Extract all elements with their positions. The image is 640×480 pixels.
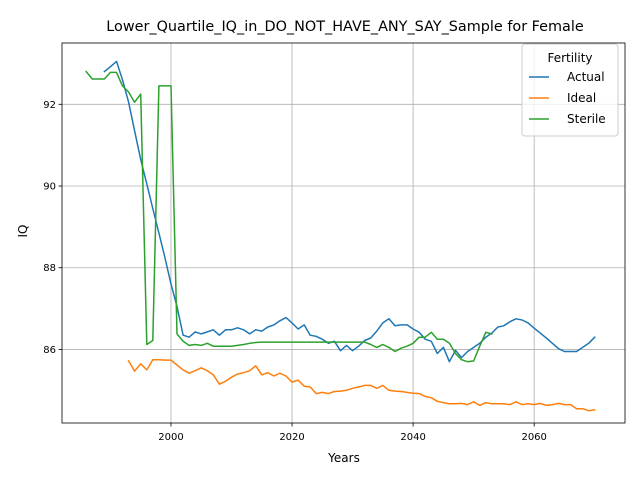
y-axis-label: IQ	[16, 225, 30, 238]
legend-box	[521, 43, 619, 137]
x-axis-label: Years	[327, 451, 360, 465]
legend-label-sterile: Sterile	[567, 112, 606, 126]
chart-title: Lower_Quartile_IQ_in_DO_NOT_HAVE_ANY_SAY…	[106, 19, 584, 35]
y-tick-label: 88	[43, 263, 56, 274]
series-line-actual	[103, 60, 596, 363]
legend-label-ideal: Ideal	[567, 91, 596, 105]
x-tick-label: 2000	[158, 432, 183, 443]
series-line-sterile	[85, 70, 493, 363]
x-tick-label: 2020	[279, 432, 304, 443]
legend-entries: Actual Ideal Sterile	[529, 70, 606, 126]
y-tick-label: 86	[43, 345, 56, 356]
legend-label-actual: Actual	[567, 70, 605, 84]
y-tick-label: 90	[43, 182, 56, 193]
series-layer	[85, 60, 596, 412]
legend-title: Fertility	[547, 51, 592, 65]
ticks: 2000 2020 2040 2060 86 88 90 92	[43, 100, 547, 443]
y-tick-label: 92	[43, 100, 56, 111]
x-tick-label: 2040	[400, 432, 425, 443]
x-tick-label: 2060	[521, 432, 546, 443]
legend: Fertility Actual Ideal Sterile	[521, 43, 619, 137]
axes-frame	[61, 42, 626, 424]
series-line-ideal	[127, 358, 596, 412]
